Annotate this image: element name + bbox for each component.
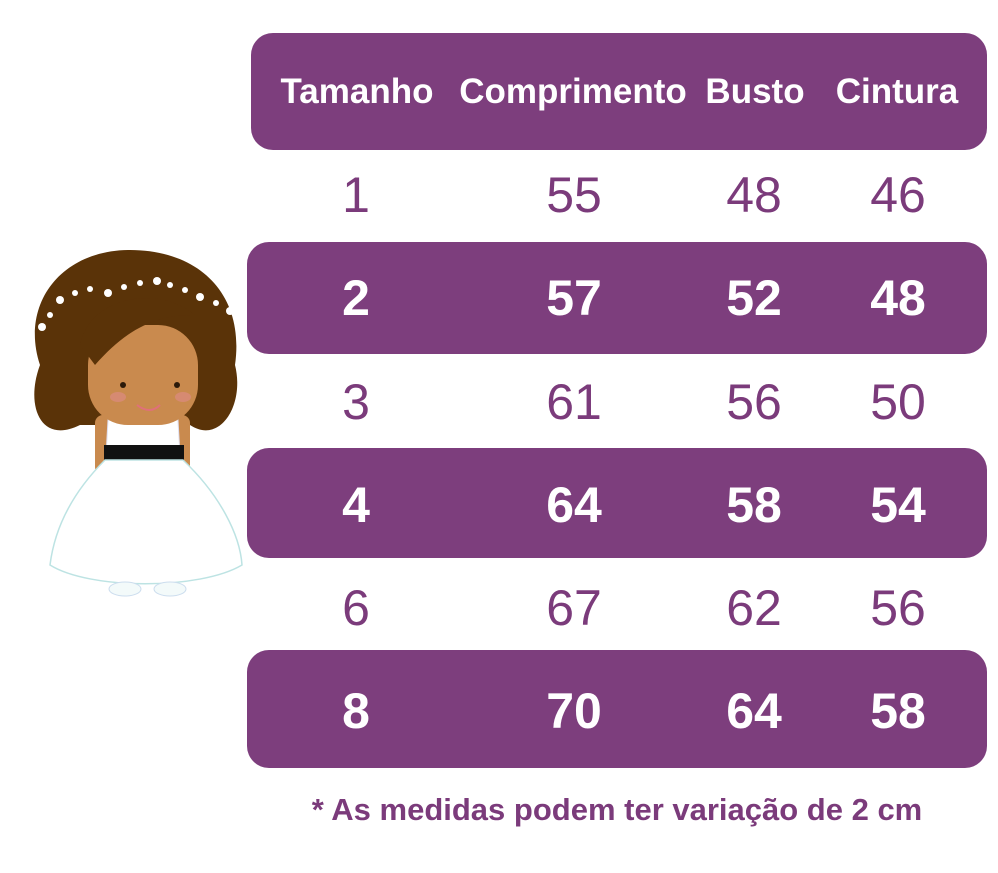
cell-bust: 52: [726, 270, 782, 326]
cell-bust: 64: [726, 683, 782, 739]
cell-waist: 48: [870, 270, 926, 326]
row-band-4: [247, 448, 987, 558]
cell-size: 8: [342, 683, 370, 739]
cell-length: 55: [546, 167, 602, 223]
cell-length: 64: [546, 477, 602, 533]
header-comprimento: Comprimento: [459, 72, 687, 111]
cell-bust: 62: [726, 580, 782, 636]
cell-length: 57: [546, 270, 602, 326]
cell-length: 61: [546, 374, 602, 430]
header-bar: [251, 33, 987, 150]
cell-bust: 56: [726, 374, 782, 430]
cell-waist: 54: [870, 477, 926, 533]
row-band-8: [247, 650, 987, 768]
cell-size: 2: [342, 270, 370, 326]
cell-length: 70: [546, 683, 602, 739]
cell-waist: 46: [870, 167, 926, 223]
cell-length: 67: [546, 580, 602, 636]
row-band-2: [247, 242, 987, 354]
cell-size: 6: [342, 580, 370, 636]
header-tamanho: Tamanho: [280, 72, 434, 111]
header-cintura: Cintura: [835, 72, 959, 111]
header-busto: Busto: [705, 72, 805, 111]
measurement-note: * As medidas podem ter variação de 2 cm: [311, 792, 923, 827]
cell-size: 1: [342, 167, 370, 223]
cell-waist: 58: [870, 683, 926, 739]
cell-bust: 58: [726, 477, 782, 533]
cell-size: 4: [342, 477, 370, 533]
cell-bust: 48: [726, 167, 782, 223]
cell-size: 3: [342, 374, 370, 430]
cell-waist: 56: [870, 580, 926, 636]
cell-waist: 50: [870, 374, 926, 430]
girl-illustration: [34, 250, 243, 597]
